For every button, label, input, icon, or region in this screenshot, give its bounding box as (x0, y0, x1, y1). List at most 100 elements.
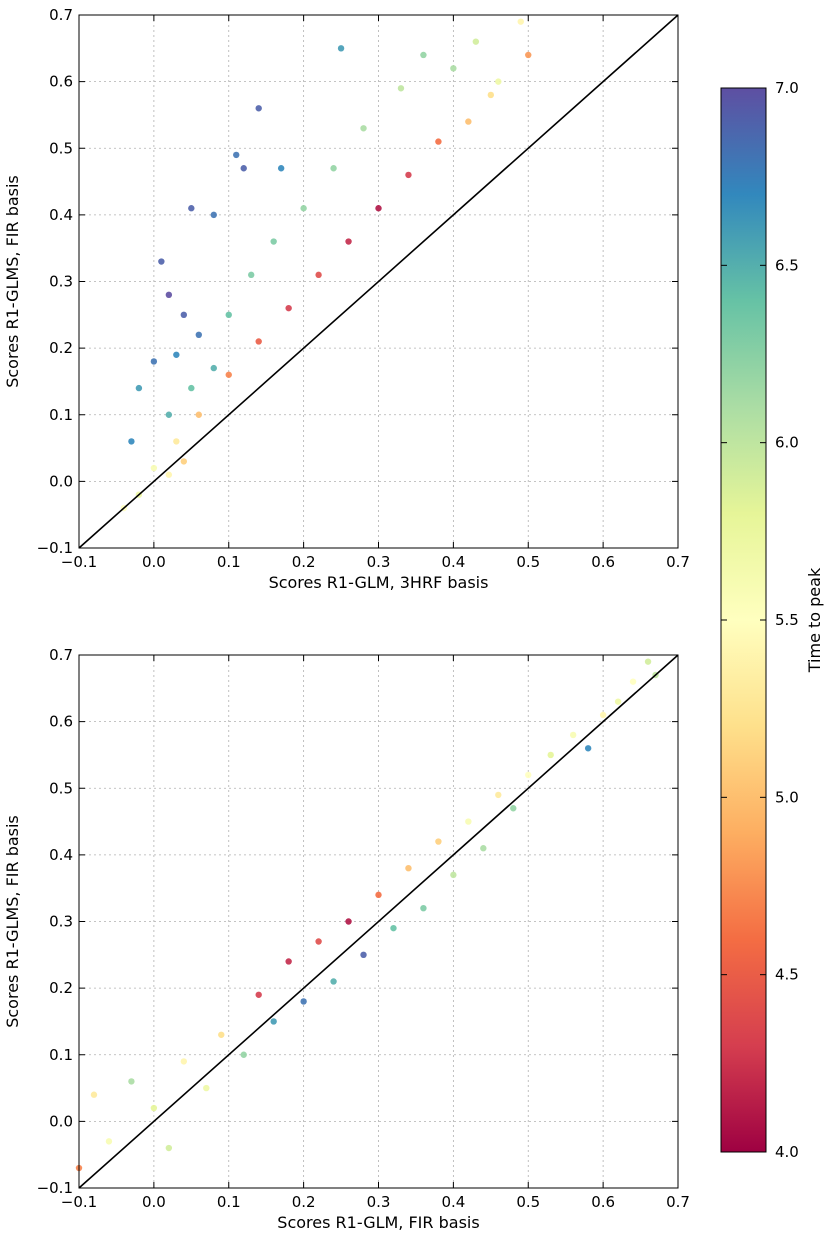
colorbar-ticks: 4.0 4.5 5.0 5.5 6.0 6.5 7.0 (721, 79, 799, 1161)
top-xtick-label-3: 0.2 (292, 553, 316, 571)
top-point-16 (188, 384, 195, 392)
bottom-point-29 (547, 751, 554, 759)
bottom-identity-line (78, 654, 679, 1189)
top-point-22 (330, 165, 337, 172)
top-point-36 (345, 238, 352, 245)
top-point-25 (420, 51, 427, 59)
top-point-26 (450, 65, 457, 72)
bottom-point-27 (510, 805, 517, 812)
top-ytick-label-5: 0.4 (49, 206, 73, 224)
top-ytick-label-4: 0.3 (49, 273, 73, 291)
top-xtick-label-2: 0.1 (217, 553, 241, 571)
bottom-xtick-label-0: −0.1 (61, 1193, 97, 1211)
bottom-y-axis-label: Scores R1-GLMS, FIR basis (3, 815, 22, 1028)
top-identity-line (78, 14, 679, 549)
top-scatter-plot: −0.1 0.0 0.1 0.2 0.3 0.4 0.5 0.6 0.7 −0.1 0.0 0.1 0.… (3, 6, 690, 592)
top-point-21 (300, 205, 307, 212)
bottom-point-35 (644, 658, 652, 665)
top-point-31 (487, 91, 495, 99)
bottom-point-11 (270, 1018, 277, 1025)
bottom-point-28 (525, 771, 532, 779)
bottom-xtick-label-5: 0.4 (441, 1193, 465, 1211)
bottom-ytick-label-4: 0.3 (49, 913, 73, 931)
bottom-point-19 (390, 924, 397, 932)
bottom-point-2 (105, 1138, 113, 1145)
bottom-point-20 (405, 865, 412, 872)
bottom-point-32 (599, 711, 607, 719)
colorbar-tick-label-5: 6.5 (775, 256, 799, 274)
top-y-axis-label: Scores R1-GLMS, FIR basis (3, 175, 22, 388)
bottom-point-3 (128, 1078, 135, 1085)
bottom-point-9 (240, 1051, 247, 1058)
bottom-point-10 (255, 991, 262, 998)
bottom-point-22 (435, 838, 442, 845)
top-axis-ticks: −0.1 0.0 0.1 0.2 0.3 0.4 0.5 0.6 0.7 −0.1 0.0 0.1 0.… (37, 6, 690, 571)
top-point-12 (150, 358, 158, 365)
top-point-23 (360, 125, 367, 132)
bottom-point-21 (420, 904, 427, 912)
top-point-14 (128, 438, 135, 445)
top-point-35 (375, 205, 382, 212)
colorbar-tick-label-4: 6.0 (775, 434, 799, 452)
bottom-point-1 (90, 1091, 98, 1098)
top-x-axis-label: Scores R1-GLM, 3HRF basis (269, 573, 489, 592)
bottom-ytick-label-2: 0.1 (49, 1046, 73, 1064)
bottom-point-7 (203, 1084, 210, 1092)
bottom-point-5 (165, 1144, 173, 1152)
bottom-xtick-label-2: 0.1 (217, 1193, 241, 1211)
colorbar-gradient (720, 87, 767, 1153)
top-point-17 (210, 364, 217, 372)
colorbar-tick-label-2: 5.0 (775, 788, 799, 806)
bottom-point-16 (345, 918, 352, 925)
bottom-point-13 (300, 998, 307, 1005)
bottom-point-18 (375, 891, 382, 899)
bottom-ytick-label-3: 0.2 (49, 979, 73, 997)
bottom-point-31 (584, 745, 592, 752)
top-point-4 (277, 165, 285, 172)
top-ytick-label-1: 0.0 (49, 472, 73, 490)
bottom-ytick-label-5: 0.4 (49, 846, 73, 864)
top-point-39 (255, 338, 262, 345)
top-ytick-label-6: 0.5 (49, 139, 73, 157)
top-xtick-label-7: 0.6 (591, 553, 615, 571)
top-point-6 (210, 211, 217, 219)
top-point-10 (195, 331, 202, 338)
bottom-xtick-label-4: 0.3 (367, 1193, 391, 1211)
bottom-point-17 (360, 951, 367, 959)
colorbar-tick-label-3: 5.5 (775, 611, 799, 629)
top-point-15 (165, 411, 173, 418)
bottom-xtick-label-1: 0.0 (142, 1193, 166, 1211)
top-ytick-label-7: 0.6 (49, 73, 73, 91)
top-point-13 (135, 384, 143, 392)
top-point-18 (225, 311, 232, 319)
colorbar-tick-label-6: 7.0 (775, 79, 799, 97)
bottom-point-34 (629, 678, 637, 685)
colorbar-tick-label-1: 4.5 (775, 966, 799, 984)
bottom-ytick-label-7: 0.6 (49, 713, 73, 731)
top-xtick-label-0: −0.1 (61, 553, 97, 571)
bottom-axis-ticks: −0.1 0.0 0.1 0.2 0.3 0.4 0.5 0.6 0.7 −0.1 0.0 0.1 0.… (37, 646, 690, 1211)
bottom-point-8 (218, 1031, 225, 1038)
top-point-33 (435, 138, 442, 145)
bottom-ytick-label-0: −0.1 (37, 1179, 73, 1197)
bottom-scatter-plot: −0.1 0.0 0.1 0.2 0.3 0.4 0.5 0.6 0.7 −0.1 0.0 0.1 0.… (3, 646, 690, 1232)
top-ytick-label-8: 0.7 (49, 6, 73, 24)
bottom-point-23 (450, 871, 457, 879)
top-xtick-label-4: 0.3 (367, 553, 391, 571)
bottom-scatter-points (75, 658, 659, 1172)
bottom-point-30 (569, 731, 577, 739)
top-point-9 (180, 311, 188, 319)
top-xtick-label-5: 0.4 (441, 553, 465, 571)
top-point-20 (270, 238, 277, 245)
top-point-0 (337, 45, 345, 52)
top-point-29 (517, 18, 524, 25)
top-point-7 (158, 258, 165, 265)
bottom-point-12 (285, 958, 292, 965)
top-point-46 (165, 471, 173, 478)
top-xtick-label-1: 0.0 (142, 553, 166, 571)
top-point-3 (240, 165, 247, 172)
bottom-xtick-label-3: 0.2 (292, 1193, 316, 1211)
top-point-32 (465, 118, 472, 125)
top-point-40 (225, 371, 232, 378)
